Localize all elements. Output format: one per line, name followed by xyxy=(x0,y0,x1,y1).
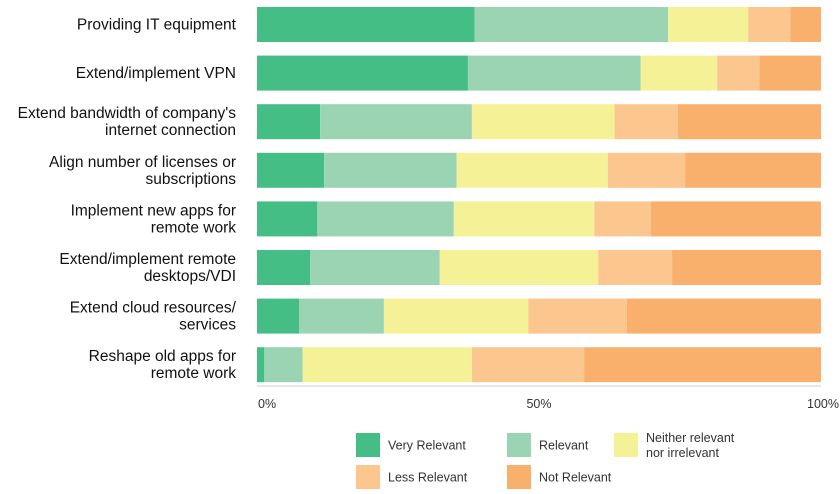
x-tick-label: 100% xyxy=(807,397,839,411)
bar-segment-7-3 xyxy=(471,347,585,383)
bar-segment-6-3 xyxy=(528,298,627,334)
category-label: Extend/implement VPN xyxy=(76,65,236,82)
bar-segment-0-0 xyxy=(257,7,475,42)
bar-segment-2-3 xyxy=(614,104,678,140)
bar-segment-3-1 xyxy=(324,152,457,188)
legend-label-line: nor irrelevant xyxy=(646,446,719,460)
category-label: remote work xyxy=(151,219,237,236)
bar-segment-7-1 xyxy=(264,347,303,383)
bar-segment-4-2 xyxy=(453,201,595,237)
legend-label-line: Relevant xyxy=(539,439,589,453)
category-label: Providing IT equipment xyxy=(77,17,237,34)
category-label: subscriptions xyxy=(146,171,237,188)
legend-swatch xyxy=(614,433,638,457)
bar-segment-5-0 xyxy=(257,250,311,285)
bar-segment-5-4 xyxy=(672,250,821,285)
bar-segment-7-0 xyxy=(257,347,265,383)
x-tick-label: 50% xyxy=(526,397,551,411)
bar-segment-2-0 xyxy=(257,104,321,140)
legend-label-line: Less Relevant xyxy=(388,471,468,485)
bar-segment-1-3 xyxy=(717,55,760,91)
legend-label-line: Not Relevant xyxy=(539,471,612,485)
bar-segment-1-1 xyxy=(467,55,641,91)
bar-segment-2-1 xyxy=(320,104,472,140)
bar-segment-5-3 xyxy=(598,250,673,285)
bar-segment-4-4 xyxy=(650,201,821,237)
legend-swatch xyxy=(507,433,531,457)
bar-segment-3-0 xyxy=(257,152,325,188)
legend-swatch xyxy=(356,465,380,489)
category-label: Extend bandwidth of company's xyxy=(18,105,237,122)
bar-segment-3-4 xyxy=(685,152,821,188)
bar-segment-6-1 xyxy=(299,298,384,334)
category-label: Reshape old apps for xyxy=(89,348,236,365)
legend-swatch xyxy=(356,433,380,457)
bar-segment-5-1 xyxy=(310,250,440,285)
bar-segment-2-4 xyxy=(677,104,821,140)
bar-segment-1-0 xyxy=(257,55,468,91)
x-tick-label: 0% xyxy=(258,397,276,411)
bar-segment-6-4 xyxy=(626,298,821,334)
bar-segment-3-2 xyxy=(456,152,608,188)
bar-segment-1-4 xyxy=(759,55,821,91)
bar-segment-0-2 xyxy=(668,7,749,42)
bar-segment-0-4 xyxy=(790,7,821,42)
bar-segment-4-0 xyxy=(257,201,318,237)
bar-segment-3-3 xyxy=(607,152,686,188)
bar-segment-5-2 xyxy=(439,250,599,285)
bar-segment-6-0 xyxy=(257,298,300,334)
category-label: Extend/implement remote xyxy=(59,251,236,268)
bar-segment-7-2 xyxy=(302,347,472,383)
bar-segment-4-1 xyxy=(317,201,454,237)
legend-label-line: Very Relevant xyxy=(388,439,466,453)
category-label: services xyxy=(179,317,236,334)
legend-label: Very Relevant xyxy=(388,439,466,453)
bar-segment-4-3 xyxy=(594,201,651,237)
category-label: desktops/VDI xyxy=(144,268,236,285)
legend-swatch xyxy=(507,465,531,489)
bar-segment-0-1 xyxy=(474,7,669,42)
bar-segment-2-2 xyxy=(471,104,615,140)
legend-label: Relevant xyxy=(539,439,589,453)
legend-label: Not Relevant xyxy=(539,471,612,485)
legend-label-line: Neither relevant xyxy=(646,431,735,445)
bar-segment-0-3 xyxy=(748,7,791,42)
category-label: Extend cloud resources/ xyxy=(70,300,237,317)
bar-segment-6-2 xyxy=(383,298,529,334)
legend-label: Neither relevant nor irrelevant xyxy=(646,431,735,460)
bar-segment-7-4 xyxy=(584,347,821,383)
category-label: remote work xyxy=(151,365,237,382)
legend-label: Less Relevant xyxy=(388,471,468,485)
category-label: Implement new apps for xyxy=(71,202,236,219)
bar-segment-1-2 xyxy=(640,55,718,91)
category-label: Align number of licenses or xyxy=(49,154,236,171)
category-label: internet connection xyxy=(105,122,236,139)
